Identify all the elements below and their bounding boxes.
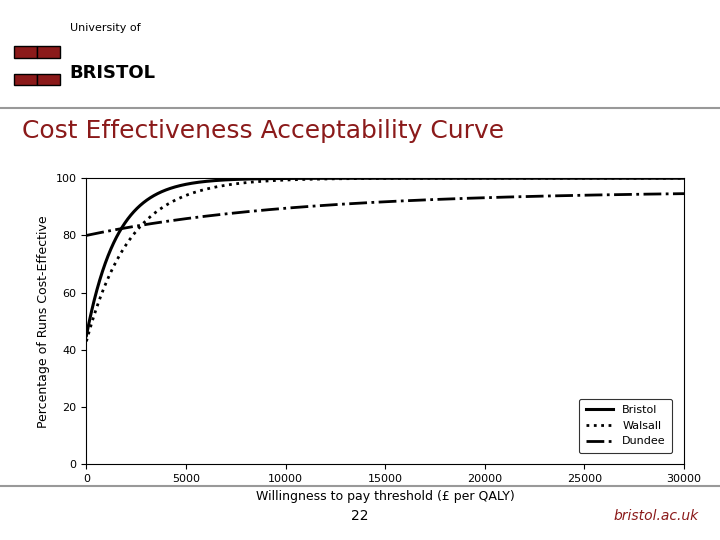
Line: Walsall: Walsall: [86, 178, 684, 341]
Walsall: [82, 338, 91, 345]
FancyBboxPatch shape: [37, 46, 60, 58]
Line: Dundee: Dundee: [86, 194, 684, 235]
Dundee: [311, 202, 320, 209]
Bristol: [680, 175, 688, 181]
Text: 22: 22: [351, 509, 369, 523]
Line: Bristol: Bristol: [86, 178, 684, 335]
FancyBboxPatch shape: [14, 46, 37, 58]
Dundee: [603, 192, 612, 198]
Bristol: [82, 332, 91, 339]
Bristol: [311, 175, 320, 181]
Walsall: [311, 176, 320, 183]
Y-axis label: Percentage of Runs Cost-Effective: Percentage of Runs Cost-Effective: [37, 215, 50, 428]
FancyBboxPatch shape: [14, 74, 37, 85]
X-axis label: Willingness to pay threshold (£ per QALY): Willingness to pay threshold (£ per QALY…: [256, 490, 515, 503]
Bristol: [186, 180, 194, 187]
Bristol: [603, 175, 612, 181]
Walsall: [668, 175, 677, 181]
Bristol: [150, 192, 159, 199]
Walsall: [680, 175, 688, 181]
Dundee: [186, 215, 194, 221]
Dundee: [668, 191, 677, 197]
Legend: Bristol, Walsall, Dundee: Bristol, Walsall, Dundee: [579, 399, 672, 453]
Bristol: [337, 175, 346, 181]
Dundee: [337, 201, 346, 207]
Dundee: [150, 220, 159, 226]
Bristol: [668, 175, 677, 181]
Dundee: [680, 191, 688, 197]
Text: bristol.ac.uk: bristol.ac.uk: [613, 509, 698, 523]
FancyBboxPatch shape: [37, 74, 60, 85]
Dundee: [82, 232, 91, 239]
Walsall: [603, 175, 612, 181]
Text: BRISTOL: BRISTOL: [70, 64, 156, 82]
Walsall: [337, 176, 346, 182]
Walsall: [186, 191, 194, 197]
Text: University of: University of: [70, 23, 140, 33]
Walsall: [150, 210, 159, 217]
Text: Cost Effectiveness Acceptability Curve: Cost Effectiveness Acceptability Curve: [22, 119, 504, 143]
